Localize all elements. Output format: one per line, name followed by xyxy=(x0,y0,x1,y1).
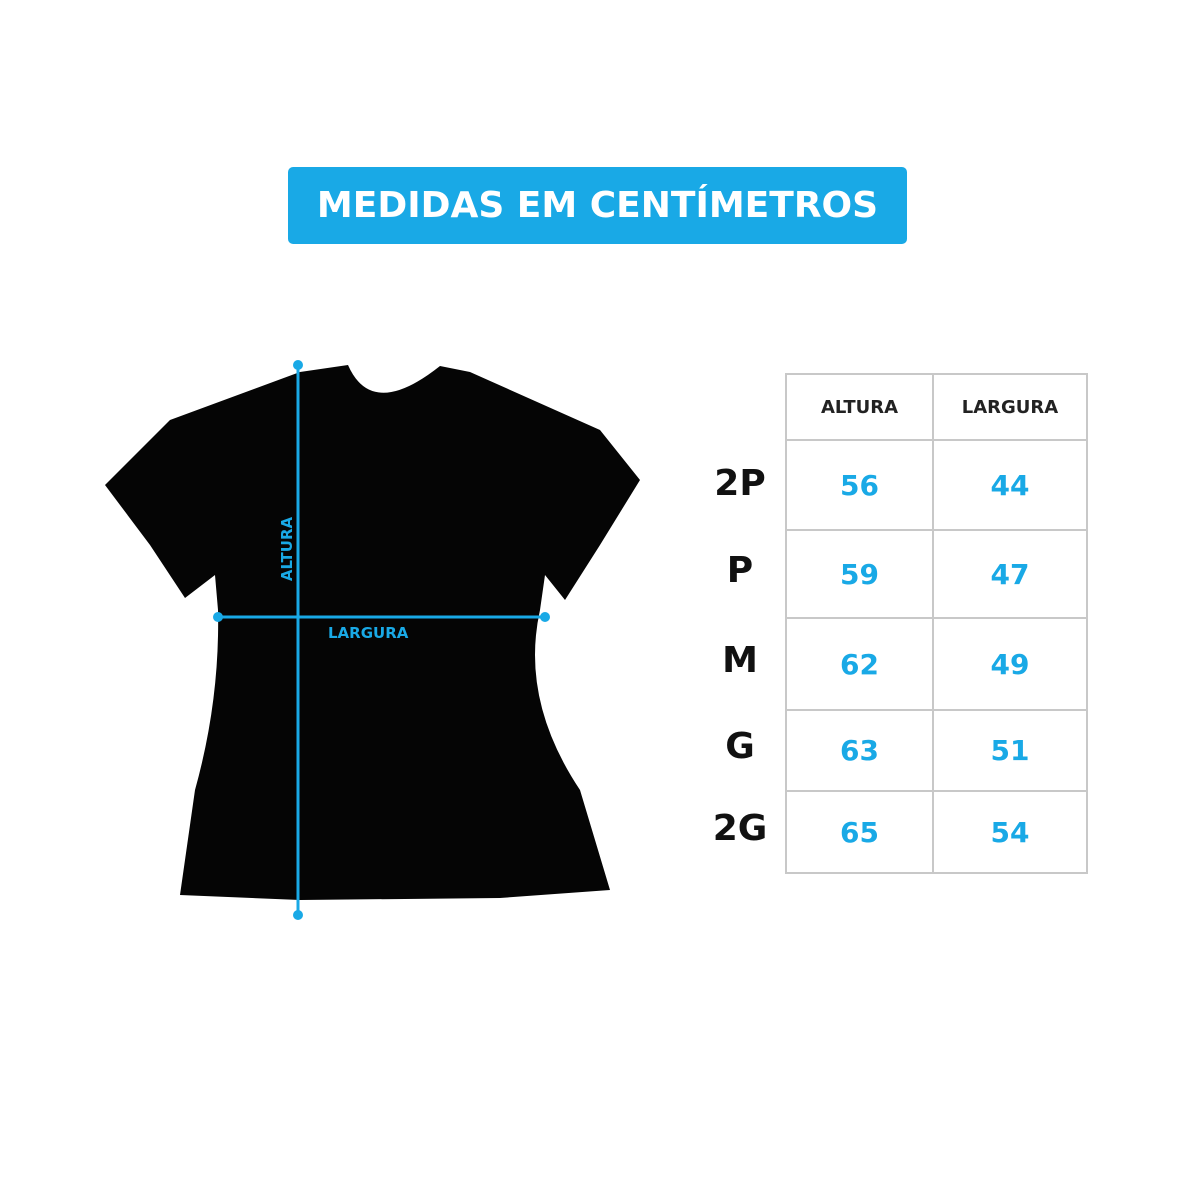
table-row: 65 54 xyxy=(785,790,1088,874)
altura-cell: 62 xyxy=(785,617,934,711)
header-largura: LARGURA xyxy=(932,373,1088,441)
measurements-table: ALTURA LARGURA 56 44 59 47 62 49 63 51 6… xyxy=(785,373,1088,874)
largura-endpoint-left xyxy=(213,612,223,622)
altura-cell: 63 xyxy=(785,709,934,792)
size-label: P xyxy=(726,550,754,591)
table-row: 59 47 xyxy=(785,529,1088,619)
table-row: 62 49 xyxy=(785,617,1088,711)
tshirt-shape xyxy=(105,365,640,900)
header-altura: ALTURA xyxy=(785,373,934,441)
largura-label: LARGURA xyxy=(328,624,409,642)
largura-cell: 44 xyxy=(932,439,1088,531)
largura-cell: 47 xyxy=(932,529,1088,619)
largura-cell: 49 xyxy=(932,617,1088,711)
altura-cell: 56 xyxy=(785,439,934,531)
size-label: M xyxy=(722,640,758,681)
table-header-row: ALTURA LARGURA xyxy=(785,373,1088,441)
altura-cell: 65 xyxy=(785,790,934,874)
altura-label: ALTURA xyxy=(278,516,296,582)
altura-endpoint-top xyxy=(293,360,303,370)
altura-endpoint-bottom xyxy=(293,910,303,920)
table-row: 63 51 xyxy=(785,709,1088,792)
largura-cell: 51 xyxy=(932,709,1088,792)
size-label: 2P xyxy=(714,463,766,504)
altura-cell: 59 xyxy=(785,529,934,619)
largura-cell: 54 xyxy=(932,790,1088,874)
size-label: G xyxy=(725,726,755,767)
table-row: 56 44 xyxy=(785,439,1088,531)
size-label: 2G xyxy=(712,808,768,849)
largura-endpoint-right xyxy=(540,612,550,622)
title-banner: MEDIDAS EM CENTÍMETROS xyxy=(288,167,907,244)
